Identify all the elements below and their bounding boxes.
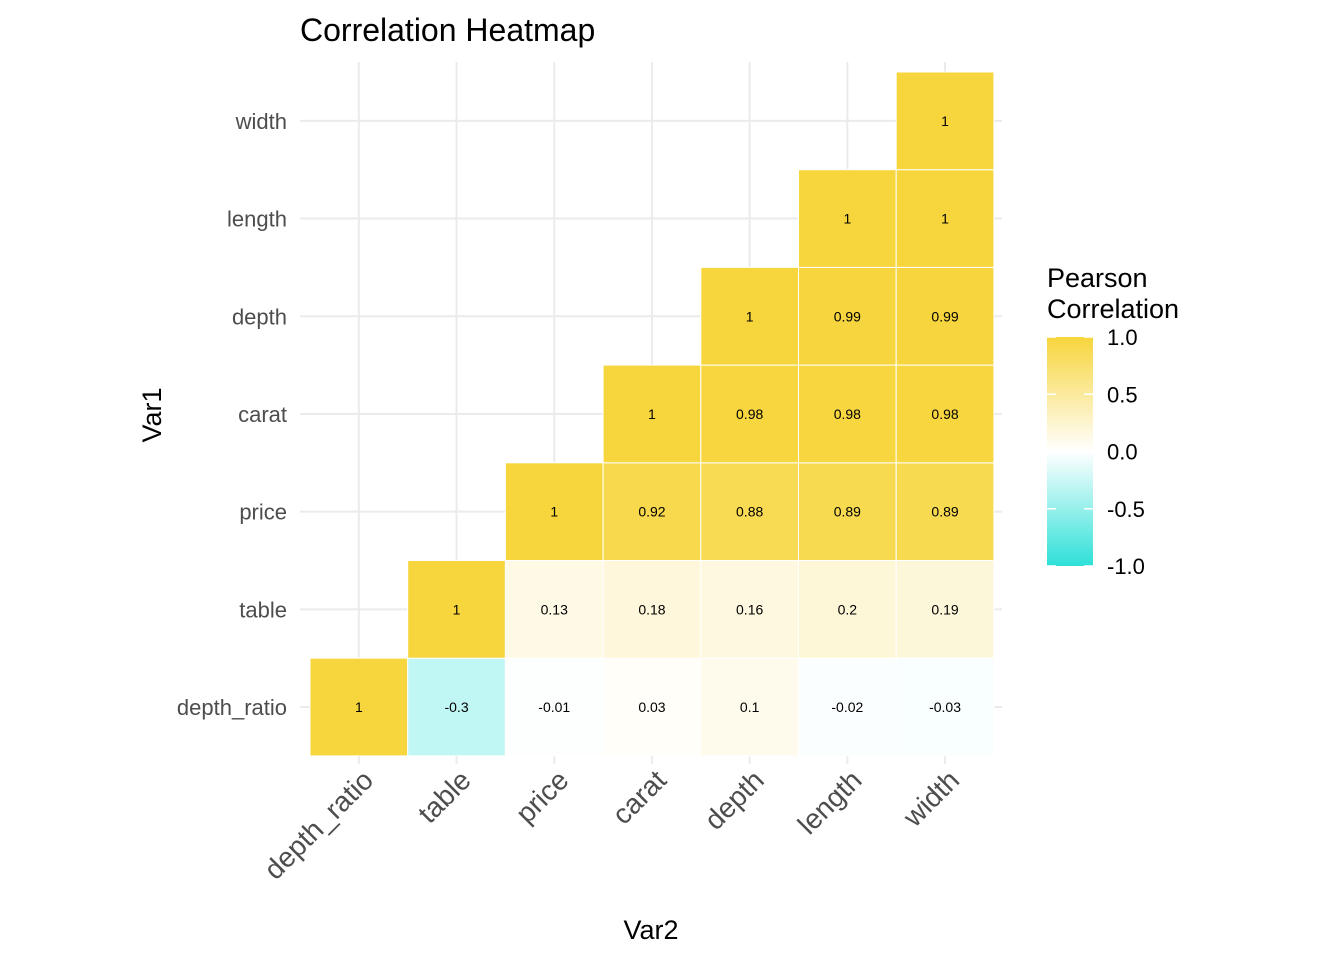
- y-tick-label-width: width: [235, 109, 287, 134]
- cell-value-depth-depth: 1: [746, 308, 754, 324]
- cell-value-width-price: 0.89: [931, 504, 958, 520]
- cell-value-price-table: 0.13: [541, 601, 568, 617]
- cell-value-carat-table: 0.18: [638, 601, 665, 617]
- heatmap-cell-price-depth_ratio: [504, 657, 604, 757]
- cell-value-depth-table: 0.16: [736, 601, 763, 617]
- y-axis-tick-labels: depth_ratio table price carat depth length wid…: [177, 109, 287, 720]
- cell-value-depth-depth_ratio: 0.1: [740, 699, 760, 715]
- x-tick-label-price: price: [510, 764, 575, 829]
- heatmap-cell-length-length: [798, 169, 897, 268]
- x-tick-label-depth_ratio: depth_ratio: [258, 764, 379, 885]
- cell-value-depth_ratio-depth_ratio: 1: [355, 699, 363, 715]
- heatmap-cell-length-depth: [798, 266, 897, 366]
- heatmap-cell-depth-depth: [700, 266, 799, 366]
- legend-tick-label: -0.5: [1107, 497, 1145, 522]
- heatmap-cell-width-width: [895, 71, 995, 171]
- heatmap-cell-width-price: [895, 462, 995, 561]
- x-tick-label-depth: depth: [698, 764, 769, 835]
- heatmap-cell-width-depth_ratio: [895, 657, 995, 757]
- heatmap-cell-depth-table: [700, 560, 799, 659]
- heatmap-cell-length-price: [798, 462, 897, 561]
- x-tick-label-table: table: [412, 764, 477, 829]
- cell-value-width-depth: 0.99: [931, 308, 958, 324]
- chart-title: Correlation Heatmap: [300, 12, 595, 48]
- heatmap-cell-width-table: [895, 560, 995, 659]
- cell-value-length-table: 0.2: [838, 601, 858, 617]
- heatmap-cell-width-length: [895, 169, 995, 268]
- heatmap-cell-price-price: [504, 462, 604, 561]
- x-tick-label-length: length: [792, 764, 868, 840]
- cell-value-length-depth_ratio: -0.02: [831, 699, 863, 715]
- legend-title-line-2: Correlation: [1047, 294, 1179, 324]
- legend-tick-label: 0.0: [1107, 440, 1138, 465]
- heatmap-cell-width-carat: [895, 364, 995, 464]
- cell-value-depth-carat: 0.98: [736, 406, 763, 422]
- cell-value-length-carat: 0.98: [834, 406, 861, 422]
- heatmap-cell-width-depth: [895, 266, 995, 366]
- heatmap-cell-carat-table: [602, 560, 702, 659]
- y-tick-label-depth_ratio: depth_ratio: [177, 695, 287, 720]
- x-axis-title: Var2: [623, 915, 678, 945]
- cell-value-width-length: 1: [941, 211, 949, 227]
- cell-value-length-price: 0.89: [834, 504, 861, 520]
- color-legend: Pearson Correlation 1.0 0.5 0.0 -0.5 -1.0: [1047, 263, 1179, 579]
- heatmap-cell-length-table: [798, 560, 897, 659]
- y-tick-label-table: table: [239, 597, 287, 622]
- cell-value-length-depth: 0.99: [834, 308, 861, 324]
- y-axis-title: Var1: [137, 387, 167, 442]
- x-tick-label-width: width: [896, 764, 965, 833]
- heatmap-cell-length-carat: [798, 364, 897, 464]
- cell-value-table-table: 1: [453, 601, 461, 617]
- y-tick-label-carat: carat: [238, 402, 287, 427]
- legend-title-line-1: Pearson: [1047, 263, 1148, 293]
- cell-value-carat-price: 0.92: [638, 504, 665, 520]
- cell-value-width-width: 1: [941, 113, 949, 129]
- cell-value-width-carat: 0.98: [931, 406, 958, 422]
- cell-value-length-length: 1: [843, 211, 851, 227]
- x-axis-tick-labels: depth_ratio table price carat depth length wid…: [258, 764, 965, 885]
- y-tick-label-depth: depth: [232, 304, 287, 329]
- heatmap-cell-depth-depth_ratio: [700, 657, 799, 757]
- y-tick-label-length: length: [227, 207, 287, 232]
- cell-value-width-depth_ratio: -0.03: [929, 699, 961, 715]
- cell-value-width-table: 0.19: [931, 601, 958, 617]
- x-tick-label-carat: carat: [606, 764, 672, 830]
- cell-value-carat-depth_ratio: 0.03: [638, 699, 665, 715]
- legend-tick-label: 0.5: [1107, 382, 1138, 407]
- heatmap-cell-carat-carat: [602, 364, 702, 464]
- heatmap-cell-depth-carat: [700, 364, 799, 464]
- heatmap-cell-carat-price: [602, 462, 702, 561]
- cell-value-price-price: 1: [550, 504, 558, 520]
- cell-value-depth-price: 0.88: [736, 504, 763, 520]
- cell-value-carat-carat: 1: [648, 406, 656, 422]
- heatmap-cells: [309, 71, 995, 757]
- heatmap-cell-price-table: [504, 560, 604, 659]
- heatmap-cell-length-depth_ratio: [798, 657, 897, 757]
- cell-value-table-depth_ratio: -0.3: [444, 699, 468, 715]
- cell-value-labels: 1 -0.3 -0.01 0.03 0.1 -0.02 -0.03 1 0.13 0.18 0.16…: [355, 113, 961, 715]
- legend-tick-labels: 1.0 0.5 0.0 -0.5 -1.0: [1047, 325, 1145, 579]
- heatmap-cell-table-table: [407, 560, 506, 659]
- cell-value-price-depth_ratio: -0.01: [538, 699, 570, 715]
- legend-tick-label: 1.0: [1107, 325, 1138, 350]
- heatmap-cell-depth-price: [700, 462, 799, 561]
- y-tick-label-price: price: [239, 500, 287, 525]
- legend-tick-label: -1.0: [1107, 554, 1145, 579]
